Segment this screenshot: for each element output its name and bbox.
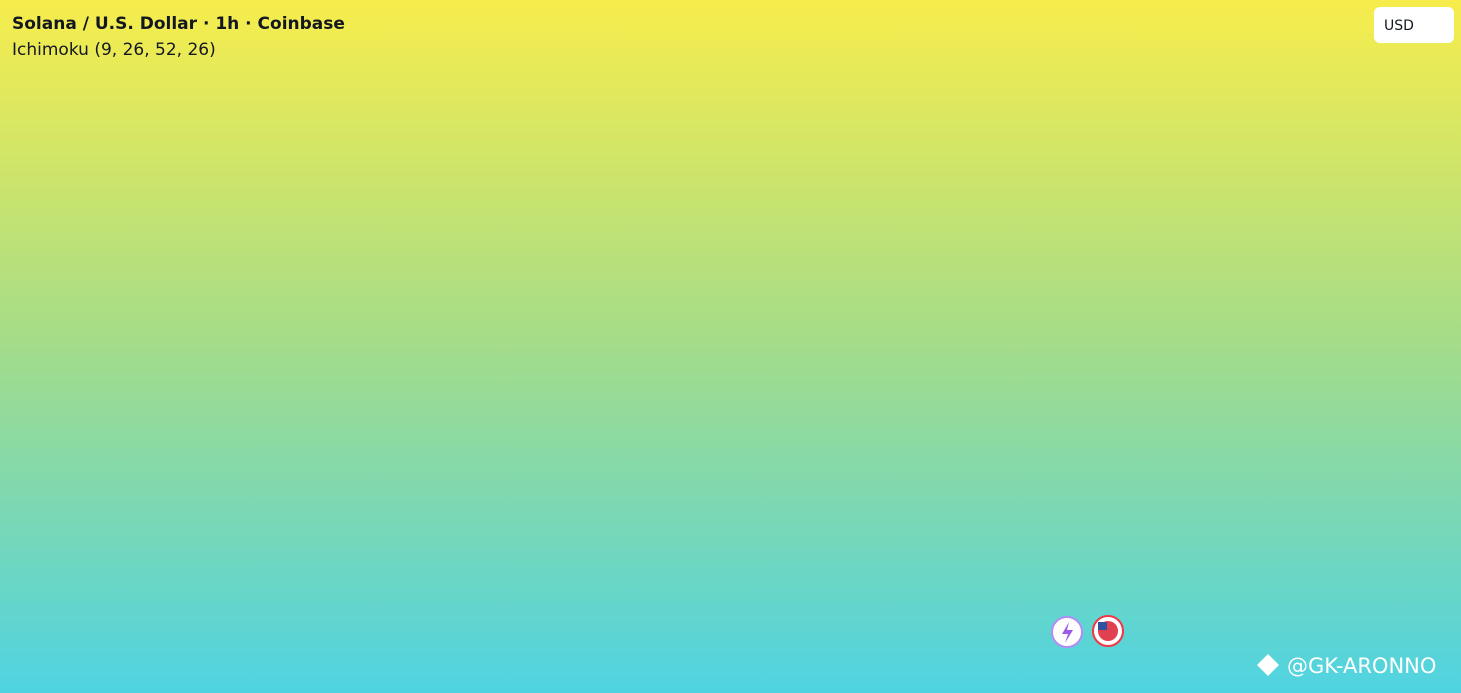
icon-flag-canton xyxy=(1098,622,1107,630)
watermark-logo xyxy=(1257,654,1279,676)
currency-box[interactable] xyxy=(1374,7,1454,43)
icon-bolt xyxy=(1062,622,1073,643)
currency[interactable]: USD xyxy=(1384,18,1414,34)
watermark: @GK-ARONNO xyxy=(1287,654,1436,678)
indicator-name: Ichimoku (9, 26, 52, 26) xyxy=(12,40,216,60)
chart-title: Solana / U.S. Dollar · 1h · Coinbase xyxy=(12,14,345,34)
